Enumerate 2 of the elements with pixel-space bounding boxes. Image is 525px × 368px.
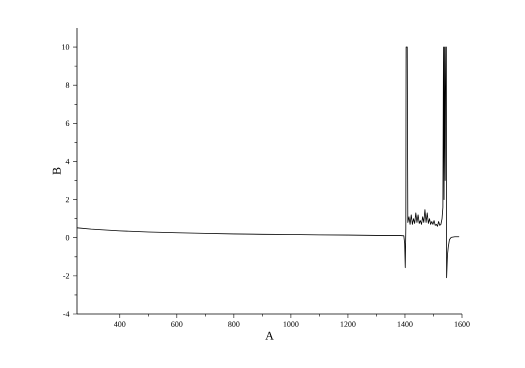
y-axis-title: B (52, 168, 61, 175)
x-axis-title: A (265, 332, 274, 340)
